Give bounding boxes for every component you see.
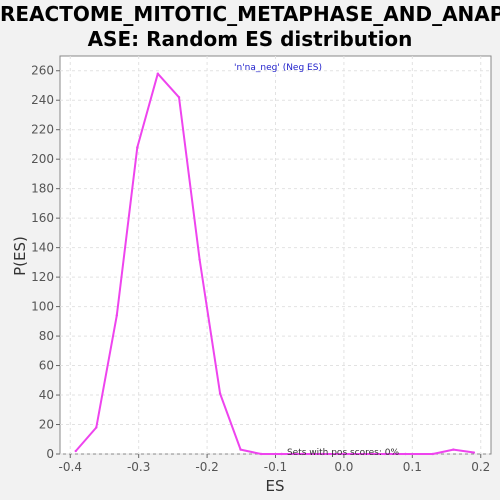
- chart-title-line-1: REACTOME_MITOTIC_METAPHASE_AND_ANAPH: [0, 2, 500, 26]
- y-tick-label: 140: [31, 241, 54, 255]
- data-point: [404, 452, 407, 456]
- data-point: [156, 72, 160, 75]
- y-tick-label: 160: [31, 211, 54, 225]
- data-point: [95, 426, 98, 429]
- y-tick-label: 240: [31, 93, 54, 107]
- y-axis-ticks: 0 20 40 60 80 100 120 140 160 180 200 220 240 260: [31, 64, 60, 461]
- x-tick-label: 0.1: [403, 460, 422, 474]
- x-tick-label: -0.2: [195, 460, 218, 474]
- y-tick-label: 40: [39, 388, 54, 402]
- series-line: [74, 72, 475, 455]
- x-tick-label: -0.3: [127, 460, 150, 474]
- y-tick-label: 100: [31, 300, 54, 314]
- data-point: [198, 258, 201, 261]
- y-tick-label: 200: [31, 152, 54, 166]
- y-axis-label: P(ES): [11, 236, 29, 276]
- y-tick-label: 260: [31, 64, 54, 78]
- legend-label: 'n'na_neg' (Neg ES): [234, 63, 322, 73]
- y-tick-label: 180: [31, 182, 54, 196]
- chart-title-line-2: ASE: Random ES distribution: [87, 27, 413, 51]
- gridlines: [60, 56, 491, 455]
- data-point: [362, 452, 365, 456]
- data-point: [136, 146, 139, 149]
- y-tick-label: 20: [39, 418, 54, 432]
- series-layer: [74, 72, 476, 456]
- y-tick-label: 60: [39, 359, 54, 373]
- data-point: [321, 452, 324, 456]
- annotation-text: Sets with pos scores: 0%: [287, 448, 400, 458]
- y-tick-label: 0: [46, 447, 54, 461]
- data-point: [177, 96, 181, 99]
- data-point: [115, 314, 118, 317]
- y-tick-label: 80: [39, 329, 54, 343]
- data-point: [342, 452, 345, 456]
- data-point: [259, 452, 263, 456]
- y-tick-label: 220: [31, 123, 54, 137]
- data-point: [383, 452, 387, 456]
- x-tick-label: 0.0: [334, 460, 353, 474]
- data-point: [452, 448, 455, 451]
- x-tick-label: -0.4: [59, 460, 82, 474]
- data-point: [300, 452, 304, 456]
- x-axis-ticks: -0.4 -0.3 -0.2 -0.1 0.0 0.1 0.2: [59, 454, 490, 474]
- y-tick-label: 120: [31, 270, 54, 284]
- data-point: [239, 448, 242, 451]
- x-axis-label: ES: [266, 477, 285, 495]
- data-point: [74, 449, 77, 453]
- data-point: [472, 451, 476, 454]
- data-point: [218, 392, 222, 395]
- data-point: [431, 452, 435, 456]
- x-tick-label: 0.2: [471, 460, 490, 474]
- x-tick-label: -0.1: [264, 460, 287, 474]
- data-point: [280, 452, 283, 456]
